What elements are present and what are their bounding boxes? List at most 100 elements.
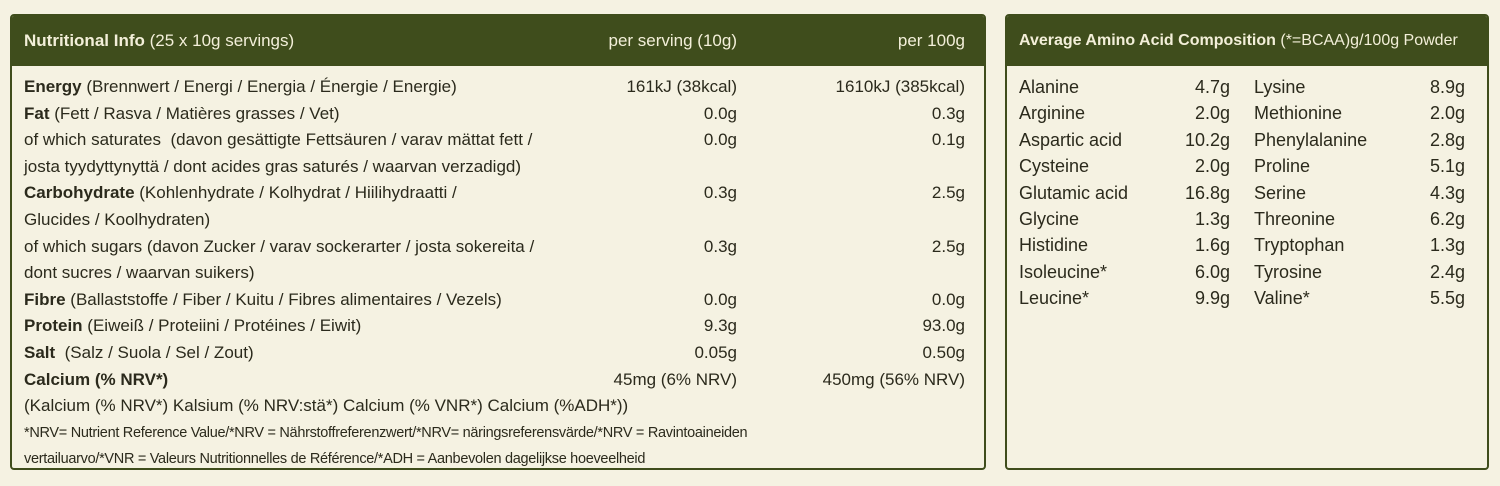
amino-value: 10.2g bbox=[1184, 129, 1230, 150]
header-subtitle: (25 x 10g servings) bbox=[149, 31, 295, 50]
nutrient-name: Protein bbox=[24, 316, 83, 336]
amino-name: Cysteine bbox=[1019, 156, 1090, 177]
nutrient-detail: (Ballaststoffe / Fiber / Kuitu / Fibres … bbox=[70, 289, 502, 309]
amino-value: 2.4g bbox=[1429, 261, 1465, 282]
amino-title-group: Average Amino Acid Composition (*=BCAA)g… bbox=[1019, 16, 1458, 66]
amino-title: Average Amino Acid Composition bbox=[1019, 32, 1276, 49]
per-serving-value: 45mg (6% NRV) bbox=[613, 369, 737, 389]
amino-name: Serine bbox=[1254, 182, 1307, 203]
per-100g-value: 0.0g bbox=[931, 289, 965, 309]
amino-name: Proline bbox=[1254, 156, 1311, 177]
nutrient-detail: (Fett / Rasva / Matières grasses / Vet) bbox=[54, 103, 340, 123]
row-line: Salt (Salz / Suola / Sel / Zout) bbox=[24, 340, 254, 367]
amino-name: Leucine* bbox=[1019, 288, 1090, 309]
nutrient-name: Salt bbox=[24, 343, 56, 362]
header-per-100g: per 100g bbox=[897, 31, 965, 50]
amino-value: 2.0g bbox=[1194, 103, 1230, 124]
nutrient-name: Fibre bbox=[24, 289, 66, 309]
per-serving-value: 0.0g bbox=[703, 289, 737, 309]
row-line: josta tyydyttynyttä / dont acides gras s… bbox=[24, 154, 521, 181]
amino-value: 2.8g bbox=[1429, 129, 1465, 150]
nutrient-name: Calcium (% NRV*) bbox=[24, 369, 169, 389]
amino-value: 16.8g bbox=[1184, 182, 1230, 203]
row-line: Fat (Fett / Rasva / Matières grasses / V… bbox=[24, 101, 340, 128]
amino-value: 9.9g bbox=[1194, 288, 1230, 309]
nutrient-detail: (Eiweiß / Proteiini / Protéines / Eiwit) bbox=[87, 316, 362, 336]
per-100g-value: 0.1g bbox=[931, 130, 965, 150]
nutrient-detail: dont sucres / waarvan suikers) bbox=[24, 263, 255, 283]
amino-value: 4.7g bbox=[1194, 77, 1230, 97]
amino-value: 1.6g bbox=[1194, 235, 1230, 256]
amino-subtitle: (*=BCAA)g/100g Powder bbox=[1280, 32, 1458, 49]
nutrient-name: Fat bbox=[24, 103, 50, 123]
nutrient-detail: Glucides / Koolhydraten) bbox=[24, 210, 211, 229]
amino-value: 4.3g bbox=[1429, 182, 1465, 203]
amino-value: 5.5g bbox=[1429, 288, 1465, 309]
amino-name: Isoleucine* bbox=[1019, 261, 1108, 282]
amino-name: Glycine bbox=[1019, 209, 1080, 229]
row-line: Calcium (% NRV*) bbox=[24, 367, 168, 394]
nutrient-detail: (Salz / Suola / Sel / Zout) bbox=[59, 343, 254, 362]
amino-name: Tyrosine bbox=[1254, 261, 1323, 282]
amino-name: Lysine bbox=[1254, 77, 1306, 97]
header-title: Nutritional Info bbox=[24, 31, 145, 50]
header-title-group: Nutritional Info (25 x 10g servings) bbox=[24, 16, 294, 66]
footnote: *NRV= Nutrient Reference Value/*NRV = Nä… bbox=[24, 424, 748, 441]
amino-header: Average Amino Acid Composition (*=BCAA)g… bbox=[1007, 16, 1487, 66]
amino-value: 6.2g bbox=[1429, 209, 1465, 229]
amino-name: Phenylalanine bbox=[1254, 129, 1368, 150]
per-serving-value: 161kJ (38kcal) bbox=[626, 77, 737, 96]
per-100g-value: 1610kJ (385kcal) bbox=[835, 77, 965, 96]
amino-panel: Average Amino Acid Composition (*=BCAA)g… bbox=[1005, 14, 1489, 470]
amino-name: Threonine bbox=[1254, 209, 1336, 229]
row-line: Protein (Eiweiß / Proteiini / Protéines … bbox=[24, 313, 361, 340]
per-serving-value: 0.0g bbox=[703, 130, 737, 150]
row-line: Energy (Brennwert / Energi / Energia / É… bbox=[24, 74, 457, 101]
footnote: vertailuarvo/*VNR = Valeurs Nutritionnel… bbox=[24, 451, 646, 468]
amino-value: 5.1g bbox=[1429, 156, 1465, 177]
header-per-serving: per serving (10g) bbox=[608, 31, 737, 50]
amino-value: 1.3g bbox=[1194, 209, 1230, 229]
nutrient-name: Energy bbox=[24, 77, 82, 96]
amino-name: Alanine bbox=[1019, 77, 1080, 97]
amino-value: 1.3g bbox=[1429, 235, 1465, 256]
nutrition-header: Nutritional Info (25 x 10g servings) per… bbox=[12, 16, 984, 66]
per-100g-value: 0.50g bbox=[922, 343, 965, 362]
amino-name: Tryptophan bbox=[1254, 235, 1345, 256]
per-100g-value: 93.0g bbox=[922, 316, 965, 336]
row-line: Glucides / Koolhydraten) bbox=[24, 207, 210, 234]
row-line: of which saturates (davon gesättigte Fet… bbox=[24, 127, 532, 154]
per-serving-value: 0.0g bbox=[703, 103, 737, 123]
amino-name: Histidine bbox=[1019, 235, 1089, 256]
nutrient-detail: of which sugars (davon Zucker / varav so… bbox=[24, 236, 535, 256]
row-line: of which sugars (davon Zucker / varav so… bbox=[24, 234, 534, 261]
amino-value: 6.0g bbox=[1194, 261, 1230, 282]
nutrient-name: Carbohydrate bbox=[24, 183, 135, 203]
amino-value: 2.0g bbox=[1194, 156, 1230, 177]
nutrition-panel: Nutritional Info (25 x 10g servings) per… bbox=[10, 14, 986, 470]
row-line: dont sucres / waarvan suikers) bbox=[24, 260, 255, 287]
per-100g-value: 450mg (56% NRV) bbox=[822, 369, 965, 389]
amino-name: Aspartic acid bbox=[1019, 129, 1123, 150]
per-serving-value: 9.3g bbox=[703, 316, 737, 336]
nutrient-detail: of which saturates (davon gesättigte Fet… bbox=[24, 130, 533, 150]
amino-name: Arginine bbox=[1019, 103, 1086, 124]
row-line: (Kalcium (% NRV*) Kalsium (% NRV:stä*) C… bbox=[24, 393, 628, 420]
nutrient-detail: (Kalcium (% NRV*) Kalsium (% NRV:stä*) C… bbox=[24, 396, 629, 416]
row-line: Carbohydrate (Kohlenhydrate / Kolhydrat … bbox=[24, 180, 457, 207]
amino-name: Glutamic acid bbox=[1019, 182, 1129, 203]
per-serving-value: 0.3g bbox=[703, 236, 737, 256]
per-100g-value: 2.5g bbox=[931, 236, 965, 256]
per-serving-value: 0.3g bbox=[703, 183, 737, 203]
nutrient-detail: (Brennwert / Energi / Energia / Énergie … bbox=[86, 77, 457, 96]
row-line: Fibre (Ballaststoffe / Fiber / Kuitu / F… bbox=[24, 287, 502, 314]
nutrient-detail: (Kohlenhydrate / Kolhydrat / Hiilihydraa… bbox=[139, 183, 457, 203]
amino-value: 8.9g bbox=[1429, 77, 1465, 97]
amino-value: 2.0g bbox=[1429, 103, 1465, 124]
per-100g-value: 2.5g bbox=[931, 183, 965, 203]
per-100g-value: 0.3g bbox=[931, 103, 965, 123]
amino-name: Valine* bbox=[1254, 288, 1310, 309]
nutrient-detail: josta tyydyttynyttä / dont acides gras s… bbox=[24, 156, 522, 176]
amino-name: Methionine bbox=[1254, 103, 1343, 124]
per-serving-value: 0.05g bbox=[694, 343, 737, 362]
